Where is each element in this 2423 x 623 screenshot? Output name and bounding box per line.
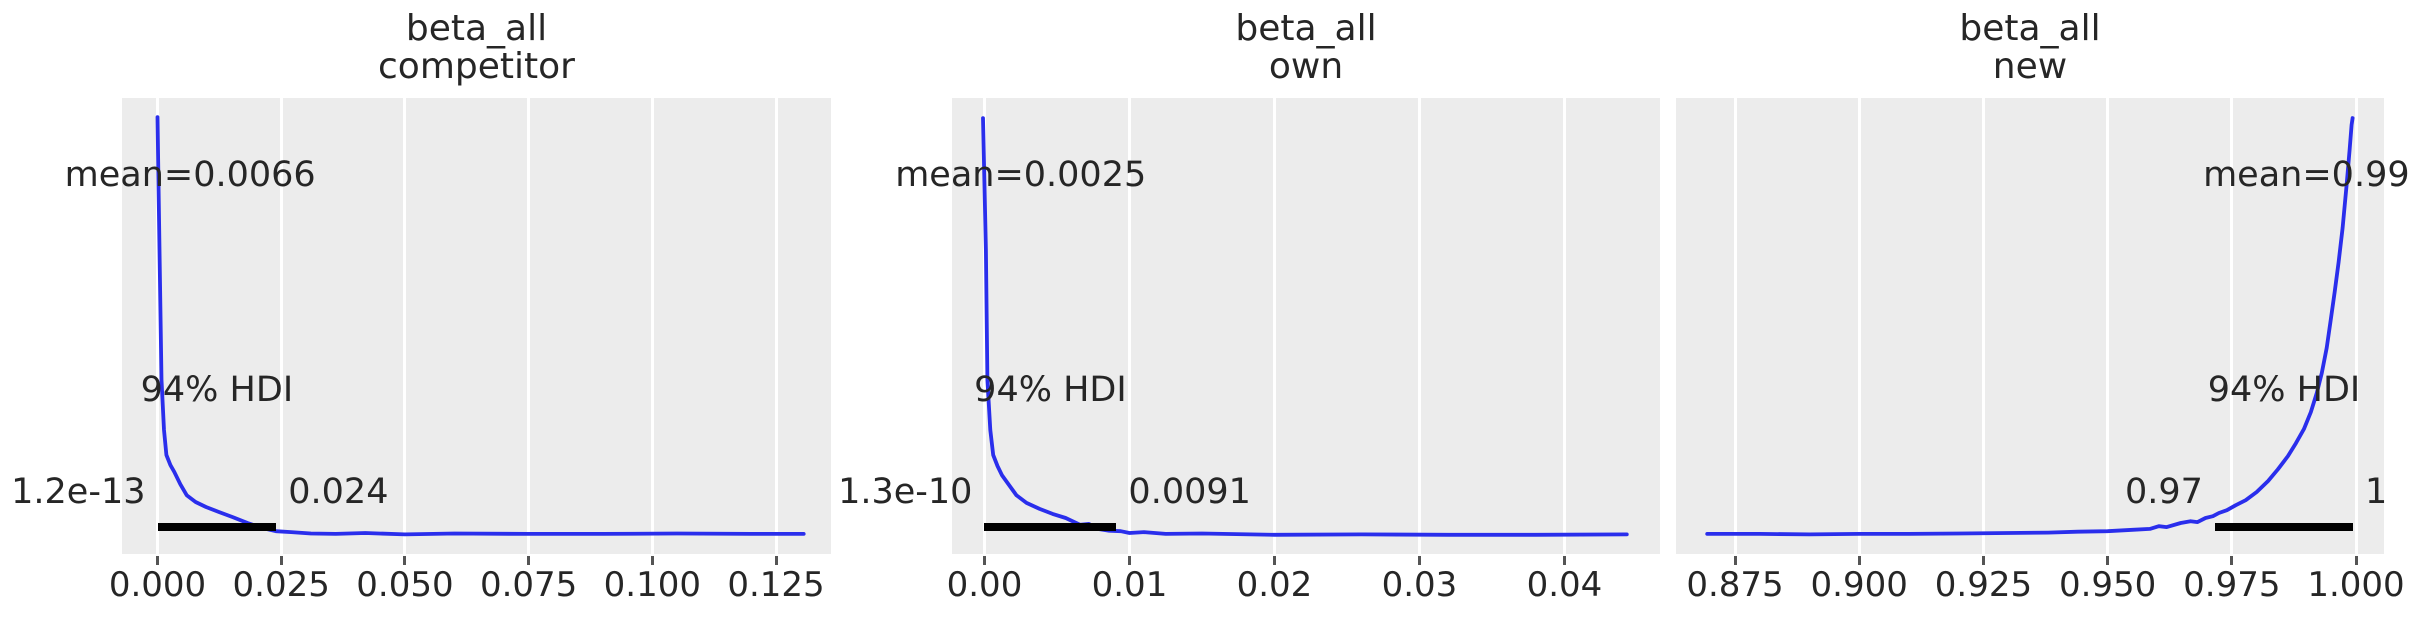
gridline bbox=[279, 98, 283, 554]
gridline bbox=[650, 98, 654, 554]
x-tick-mark bbox=[279, 556, 283, 565]
gridline bbox=[527, 98, 531, 554]
panel-title: beta_all competitor bbox=[378, 8, 575, 87]
x-tick-mark bbox=[403, 556, 407, 565]
gridline bbox=[1857, 98, 1861, 554]
x-tick-label: 0.925 bbox=[1934, 565, 2033, 605]
panel-beta-all-new: beta_all new mean=0.99 94% HDI 0.97 1 0.875 0.… bbox=[1676, 0, 2410, 623]
gridline bbox=[1733, 98, 1737, 554]
gridline bbox=[1981, 98, 1985, 554]
hdi-bar bbox=[984, 523, 1117, 531]
x-tick-mark bbox=[1857, 556, 1861, 565]
x-tick-label: 0.050 bbox=[356, 565, 454, 605]
hdi-interval-label: 94% HDI bbox=[974, 370, 1127, 410]
x-tick-label: 0.025 bbox=[232, 565, 330, 605]
x-tick-mark bbox=[2230, 556, 2234, 565]
kde-line bbox=[1705, 116, 2355, 537]
x-tick-mark bbox=[1272, 556, 1276, 565]
x-tick-mark bbox=[1733, 556, 1737, 565]
hdi-lower-value: 1.2e-13 bbox=[11, 472, 146, 512]
x-tick-mark bbox=[1417, 556, 1421, 565]
x-tick-mark bbox=[1981, 556, 1985, 565]
hdi-upper-value: 0.024 bbox=[288, 472, 389, 512]
x-tick-label: 0.900 bbox=[1810, 565, 1908, 605]
x-tick-mark bbox=[2354, 556, 2358, 565]
x-tick-label: 0.950 bbox=[2058, 565, 2157, 605]
kde-curve bbox=[1705, 116, 2355, 537]
x-tick-label: 0.100 bbox=[603, 565, 701, 605]
x-tick-label: 0.03 bbox=[1381, 565, 1458, 605]
gridline bbox=[774, 98, 778, 554]
x-tick-label: 0.000 bbox=[108, 565, 207, 605]
gridline bbox=[982, 98, 986, 554]
x-tick-label: 0.04 bbox=[1526, 565, 1603, 605]
mean-label: mean=0.0066 bbox=[64, 155, 316, 195]
x-tick-label: 0.075 bbox=[479, 565, 578, 605]
x-tick-label: 0.02 bbox=[1236, 565, 1313, 605]
panel-title: beta_all new bbox=[1959, 8, 2101, 87]
plot-area bbox=[952, 98, 1660, 554]
x-tick-mark bbox=[1127, 556, 1131, 565]
x-tick-mark bbox=[774, 556, 778, 565]
mean-label: mean=0.99 bbox=[2203, 155, 2410, 195]
x-tick-mark bbox=[2106, 556, 2110, 565]
gridline bbox=[1562, 98, 1566, 554]
hdi-upper-value: 0.0091 bbox=[1128, 472, 1251, 512]
gridline bbox=[1417, 98, 1421, 554]
x-tick-mark bbox=[650, 556, 654, 565]
gridline bbox=[403, 98, 407, 554]
x-tick-mark bbox=[156, 556, 160, 565]
plot-area bbox=[122, 98, 831, 554]
gridline bbox=[2106, 98, 2110, 554]
hdi-bar bbox=[2214, 523, 2354, 531]
hdi-interval-label: 94% HDI bbox=[140, 370, 294, 410]
gridline bbox=[2354, 98, 2358, 554]
hdi-lower-value: 1.3e-10 bbox=[838, 472, 973, 512]
panel-beta-all-own: beta_all own mean=0.0025 94% HDI 1.3e-10 0.0… bbox=[838, 0, 1660, 623]
gridline bbox=[1272, 98, 1276, 554]
gridline bbox=[156, 98, 160, 554]
x-tick-label: 0.00 bbox=[946, 565, 1023, 605]
x-tick-label: 0.975 bbox=[2183, 565, 2281, 605]
x-tick-mark bbox=[982, 556, 986, 565]
hdi-interval-label: 94% HDI bbox=[2207, 370, 2361, 410]
panel-beta-all-competitor: beta_all competitor mean=0.0066 94% HDI 1.2… bbox=[11, 0, 831, 623]
hdi-upper-value: 1 bbox=[2365, 472, 2388, 512]
hdi-lower-value: 0.97 bbox=[2124, 472, 2203, 512]
x-tick-label: 0.01 bbox=[1091, 565, 1168, 605]
hdi-bar bbox=[157, 523, 277, 531]
gridline bbox=[2230, 98, 2234, 554]
x-tick-label: 1.000 bbox=[2307, 565, 2405, 605]
x-tick-label: 0.875 bbox=[1686, 565, 1784, 605]
mean-label: mean=0.0025 bbox=[895, 155, 1147, 195]
x-tick-mark bbox=[1562, 556, 1566, 565]
plot-area bbox=[1676, 98, 2384, 554]
x-tick-label: 0.125 bbox=[727, 565, 825, 605]
x-tick-mark bbox=[527, 556, 531, 565]
panel-title: beta_all own bbox=[1235, 8, 1377, 87]
gridline bbox=[1127, 98, 1131, 554]
